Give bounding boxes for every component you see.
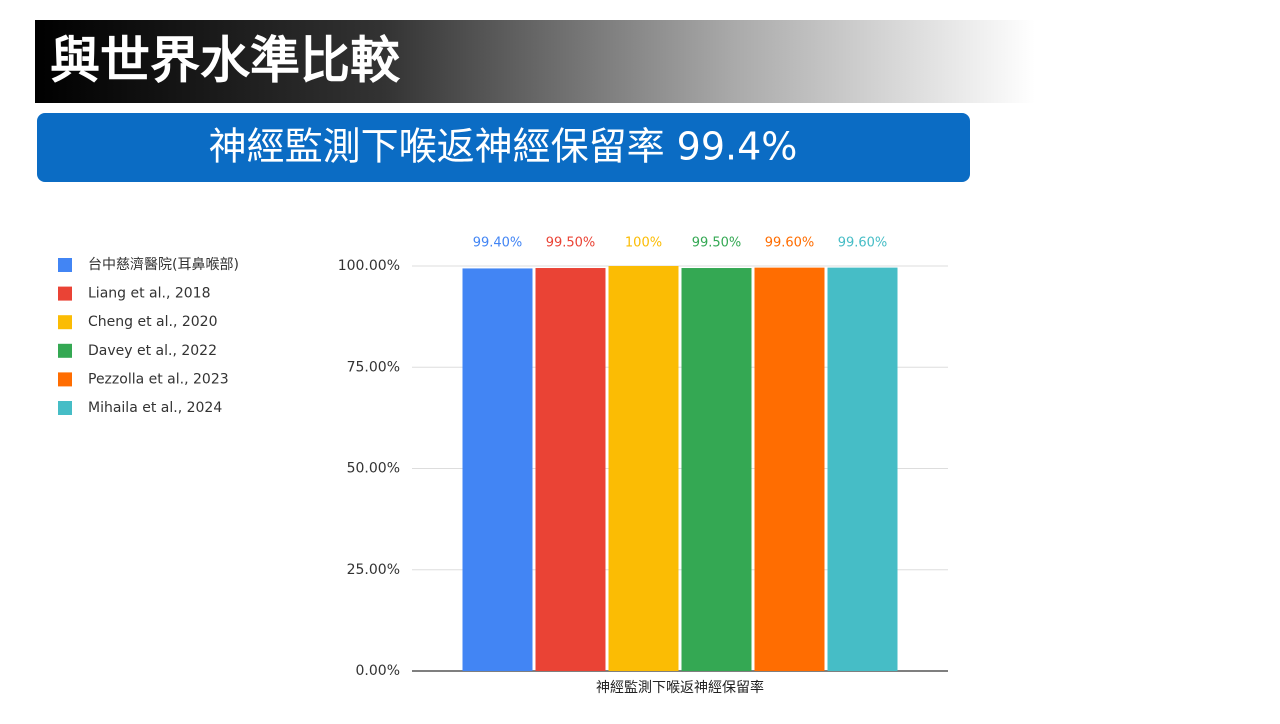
legend-swatch <box>58 343 72 358</box>
y-tick-label: 0.00% <box>356 663 400 679</box>
legend-label: Mihaila et al., 2024 <box>88 400 222 416</box>
legend-label: Pezzolla et al., 2023 <box>88 371 229 387</box>
y-tick-label: 100.00% <box>338 258 400 274</box>
legend-label: Liang et al., 2018 <box>88 286 210 302</box>
y-tick-label: 25.00% <box>347 562 400 578</box>
value-label: 99.60% <box>838 236 888 251</box>
legend-label: Davey et al., 2022 <box>88 343 217 359</box>
x-tick-label: 神經監測下喉返神經保留率 <box>596 679 764 696</box>
value-label: 99.50% <box>546 236 596 251</box>
legend-swatch <box>58 372 72 387</box>
legend-swatch <box>58 315 72 330</box>
bar <box>608 266 679 671</box>
bar <box>754 267 825 671</box>
bar <box>462 268 533 671</box>
bar <box>681 268 752 671</box>
value-label: 99.40% <box>473 236 523 251</box>
slide-title: 與世界水準比較 <box>50 32 401 90</box>
title-banner <box>35 20 1035 103</box>
bar <box>535 268 606 671</box>
legend-swatch <box>58 258 72 272</box>
legend-swatch <box>58 401 72 415</box>
value-label: 99.60% <box>765 236 815 251</box>
slide-subtitle: 神經監測下喉返神經保留率 99.4% <box>209 125 798 169</box>
value-label: 99.50% <box>692 236 742 251</box>
bar <box>827 267 898 671</box>
legend-label: 台中慈濟醫院(耳鼻喉部) <box>88 256 239 273</box>
y-tick-label: 50.00% <box>347 461 400 477</box>
y-tick-label: 75.00% <box>347 359 400 375</box>
value-label: 100% <box>625 236 662 251</box>
subtitle-box <box>37 113 970 182</box>
legend-swatch <box>58 286 72 301</box>
legend-label: Cheng et al., 2020 <box>88 314 217 330</box>
